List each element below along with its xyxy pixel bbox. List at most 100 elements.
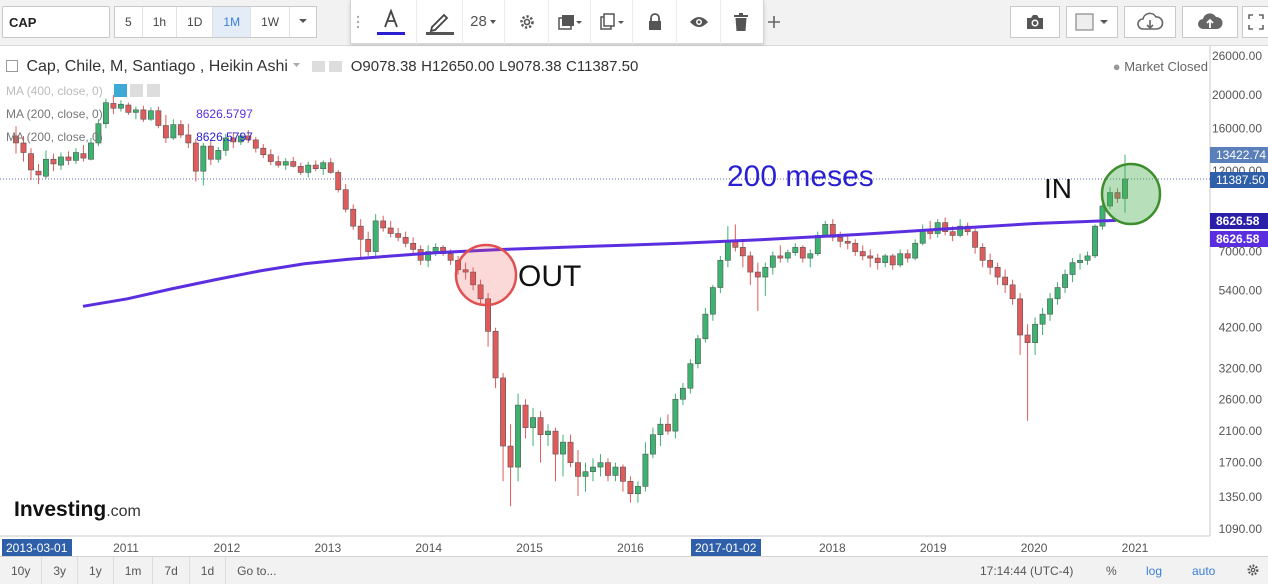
- ma-400-settings-icon[interactable]: [130, 84, 144, 97]
- candle-body: [492, 331, 499, 379]
- add-indicator-icon[interactable]: [766, 12, 784, 32]
- line-color-button[interactable]: [417, 0, 463, 44]
- ma-400-legend[interactable]: MA (400, close, 0): [6, 84, 160, 98]
- drag-handle[interactable]: [351, 0, 365, 44]
- chart-settings-button[interactable]: [1246, 563, 1260, 580]
- in-marker-circle[interactable]: [1100, 162, 1162, 226]
- timeframe-1d[interactable]: 1D: [177, 7, 214, 37]
- time-axis: [0, 536, 1268, 556]
- time-tick-label: 2019: [920, 541, 947, 555]
- candle-body: [582, 471, 589, 477]
- candle: [627, 476, 634, 503]
- legend-caret-icon[interactable]: [292, 61, 301, 69]
- candle: [1047, 293, 1053, 321]
- candle-body: [1009, 284, 1016, 300]
- timeframe-1m[interactable]: 1M: [213, 7, 252, 37]
- out-marker-circle[interactable]: [454, 243, 518, 307]
- time-tick-label: 2011: [113, 541, 139, 555]
- candle: [852, 239, 859, 256]
- range-1y[interactable]: 1y: [78, 556, 114, 584]
- candle: [987, 253, 994, 275]
- ma-400-close-icon[interactable]: [146, 84, 160, 97]
- range-10y[interactable]: 10y: [0, 556, 43, 584]
- log-toggle[interactable]: log: [1146, 564, 1163, 578]
- timeframe-5[interactable]: 5: [115, 7, 143, 37]
- candle: [275, 155, 282, 168]
- auto-toggle[interactable]: auto: [1192, 564, 1216, 578]
- price-chart[interactable]: 26000.0020000.0016000.0012000.007000.005…: [0, 46, 1268, 556]
- ma-200-legend-a[interactable]: MA (200, close, 0) 8626.5797: [6, 107, 253, 121]
- timeframe-dropdown[interactable]: [290, 7, 316, 37]
- candle: [664, 414, 671, 435]
- candle-body: [972, 231, 979, 248]
- candle: [50, 153, 57, 172]
- legend-checkbox-icon[interactable]: [6, 60, 18, 72]
- fullscreen-button[interactable]: [1242, 6, 1268, 38]
- range-7d[interactable]: 7d: [153, 556, 190, 584]
- ma-price-label-b: 8626.58: [1216, 232, 1260, 246]
- candle-body: [852, 242, 859, 252]
- candle-body: [192, 142, 199, 172]
- clock[interactable]: 17:14:44 (UTC-4): [980, 564, 1074, 578]
- ma-200-legend-b[interactable]: MA (200, close, 0) 8626.5797: [6, 130, 253, 144]
- candle-body: [13, 135, 19, 144]
- candle-body: [350, 208, 357, 227]
- candle: [162, 114, 169, 143]
- load-chart-button[interactable]: [1124, 6, 1176, 38]
- candle-body: [522, 404, 529, 428]
- price-tick-label: 2100.00: [1219, 424, 1263, 438]
- chart-type-button[interactable]: [1066, 6, 1118, 38]
- visual-order-button[interactable]: [549, 0, 591, 44]
- candle: [80, 145, 87, 162]
- legend-settings-icon[interactable]: [329, 61, 343, 72]
- candle-body: [147, 110, 154, 120]
- candle-body: [882, 255, 889, 263]
- text-color-button[interactable]: [365, 0, 417, 44]
- cloud-upload-icon: [1198, 13, 1223, 29]
- goto-button[interactable]: Go to...: [237, 563, 277, 578]
- candle: [320, 160, 327, 175]
- visibility-button[interactable]: [677, 0, 721, 44]
- candle-body: [724, 240, 731, 261]
- candle: [942, 217, 949, 236]
- timeframe-1h[interactable]: 1h: [143, 7, 178, 37]
- candle-body: [50, 158, 57, 165]
- candle-body: [132, 109, 139, 113]
- time-tick-label: 2015: [516, 541, 543, 555]
- candle: [912, 239, 919, 261]
- percent-toggle[interactable]: %: [1106, 564, 1117, 578]
- lock-button[interactable]: [633, 0, 677, 44]
- settings-button[interactable]: [505, 0, 549, 44]
- candle: [222, 133, 229, 156]
- symbol-input[interactable]: CAP: [2, 6, 110, 38]
- legend-close: C11387.50: [566, 58, 639, 75]
- candle: [410, 237, 417, 254]
- candle-body: [297, 165, 304, 173]
- delete-button[interactable]: [721, 0, 761, 44]
- drawing-toolbar: 28: [350, 0, 764, 44]
- candle-body: [844, 240, 851, 244]
- ma-400-visibility-icon[interactable]: [114, 84, 128, 97]
- candle-body: [320, 162, 327, 170]
- legend-visibility-icon[interactable]: [311, 61, 325, 72]
- candle: [125, 102, 132, 115]
- screenshot-button[interactable]: [1010, 6, 1060, 38]
- legend-title[interactable]: Cap, Chile, M, Santiago , Heikin Ashi: [26, 58, 288, 75]
- candle: [350, 204, 357, 230]
- candle-body: [380, 220, 387, 229]
- candle: [245, 130, 252, 143]
- range-1d[interactable]: 1d: [190, 556, 227, 584]
- font-size-select[interactable]: 28: [463, 0, 505, 44]
- in-annotation: IN: [1044, 173, 1072, 204]
- candle: [73, 148, 79, 164]
- range-3y[interactable]: 3y: [42, 556, 79, 584]
- candle-body: [515, 404, 521, 468]
- candle-body: [552, 430, 559, 455]
- moving-average-200-line: [82, 218, 1117, 308]
- save-chart-button[interactable]: [1182, 6, 1238, 38]
- candle: [117, 100, 124, 112]
- timeframe-1w[interactable]: 1W: [251, 7, 291, 37]
- crosshair-date-left: 2013-03-01: [6, 541, 68, 555]
- range-1m[interactable]: 1m: [114, 556, 154, 584]
- clone-button[interactable]: [591, 0, 633, 44]
